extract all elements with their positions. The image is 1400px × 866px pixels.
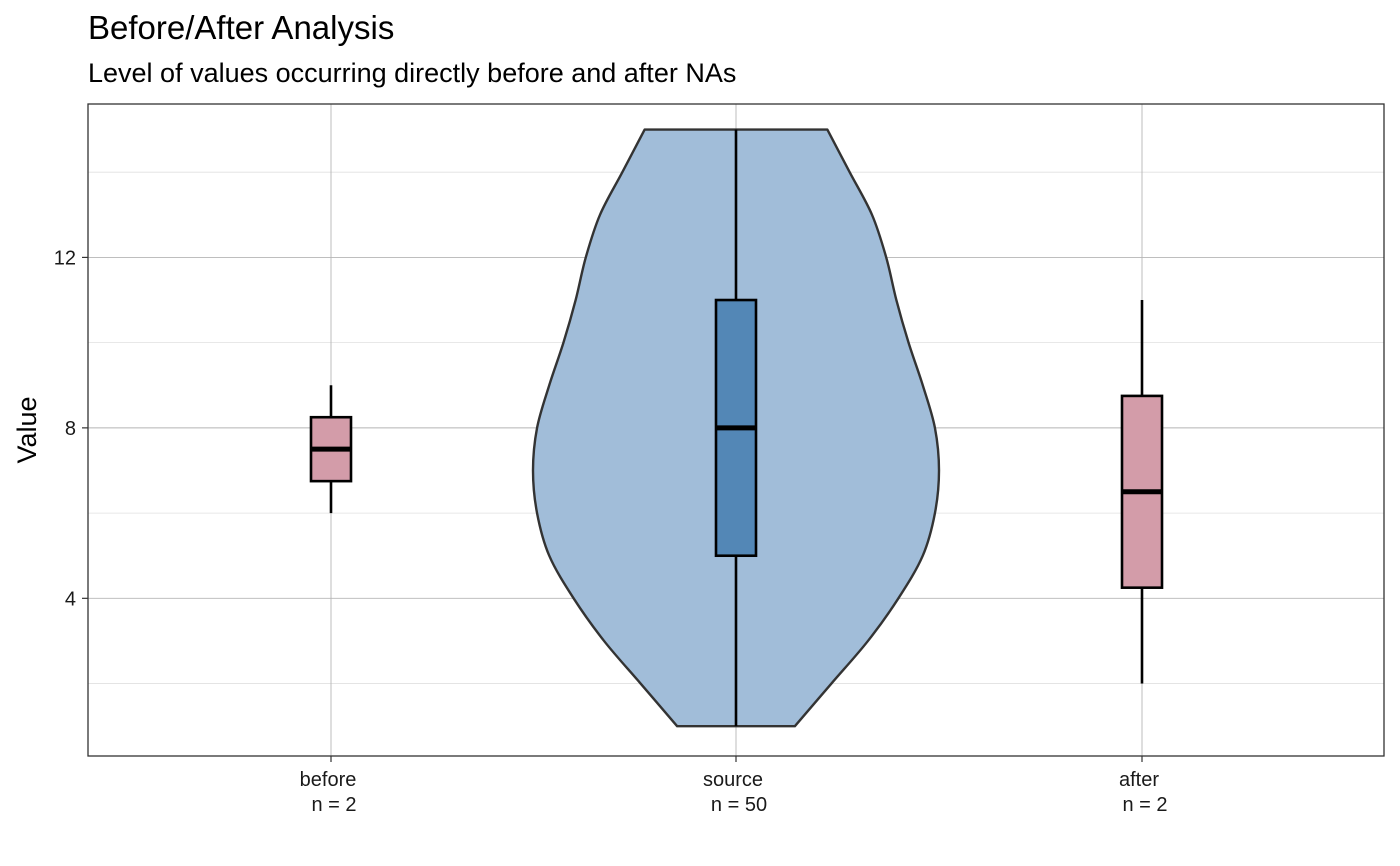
y-axis-title: Value	[12, 396, 42, 463]
boxplot-layer	[309, 129, 1164, 727]
y-tick-label: 12	[54, 247, 76, 269]
chart-title: Before/After Analysis	[88, 9, 395, 46]
x-tick-label-after: after	[1119, 769, 1159, 791]
x-tick-label-before: before	[300, 769, 357, 791]
chart-subtitle: Level of values occurring directly befor…	[88, 58, 737, 88]
x-tick-n-before: n = 2	[311, 794, 356, 816]
x-tick-n-source: n = 50	[711, 794, 767, 816]
y-tick-label: 4	[65, 588, 76, 610]
x-tick-n-after: n = 2	[1122, 794, 1167, 816]
axis-layer: 4 8 12 before n = 2 source n = 50 after n = 2	[54, 247, 1168, 816]
x-tick-label-source: source	[703, 769, 763, 791]
y-tick-label: 8	[65, 418, 76, 440]
